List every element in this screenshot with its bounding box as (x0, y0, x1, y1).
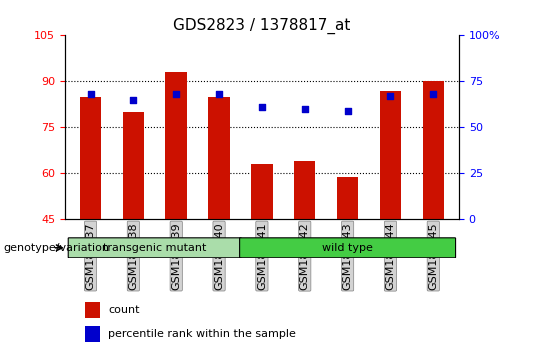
Point (215, 91, 224, 97)
Point (172, 91, 180, 97)
FancyBboxPatch shape (240, 238, 456, 258)
FancyBboxPatch shape (68, 238, 241, 258)
Bar (80, 97, 101, 219)
Bar (208, 97, 230, 219)
Point (300, 106, 309, 112)
Bar (84, 326, 100, 342)
Text: wild type: wild type (322, 243, 373, 253)
Point (86, 91, 95, 97)
Text: genotype/variation: genotype/variation (4, 243, 110, 253)
Bar (251, 164, 273, 219)
Bar (84, 302, 100, 318)
Title: GDS2823 / 1378817_at: GDS2823 / 1378817_at (173, 18, 350, 34)
Bar (294, 161, 315, 219)
Bar (123, 112, 144, 219)
Point (386, 93, 395, 99)
Text: transgenic mutant: transgenic mutant (103, 243, 206, 253)
Point (258, 104, 266, 110)
Bar (337, 177, 359, 219)
Point (343, 108, 352, 114)
Text: percentile rank within the sample: percentile rank within the sample (108, 329, 296, 339)
Bar (165, 72, 187, 219)
Point (129, 97, 138, 103)
Bar (423, 81, 444, 219)
Bar (380, 91, 401, 219)
Point (429, 91, 437, 97)
Text: count: count (108, 305, 140, 315)
